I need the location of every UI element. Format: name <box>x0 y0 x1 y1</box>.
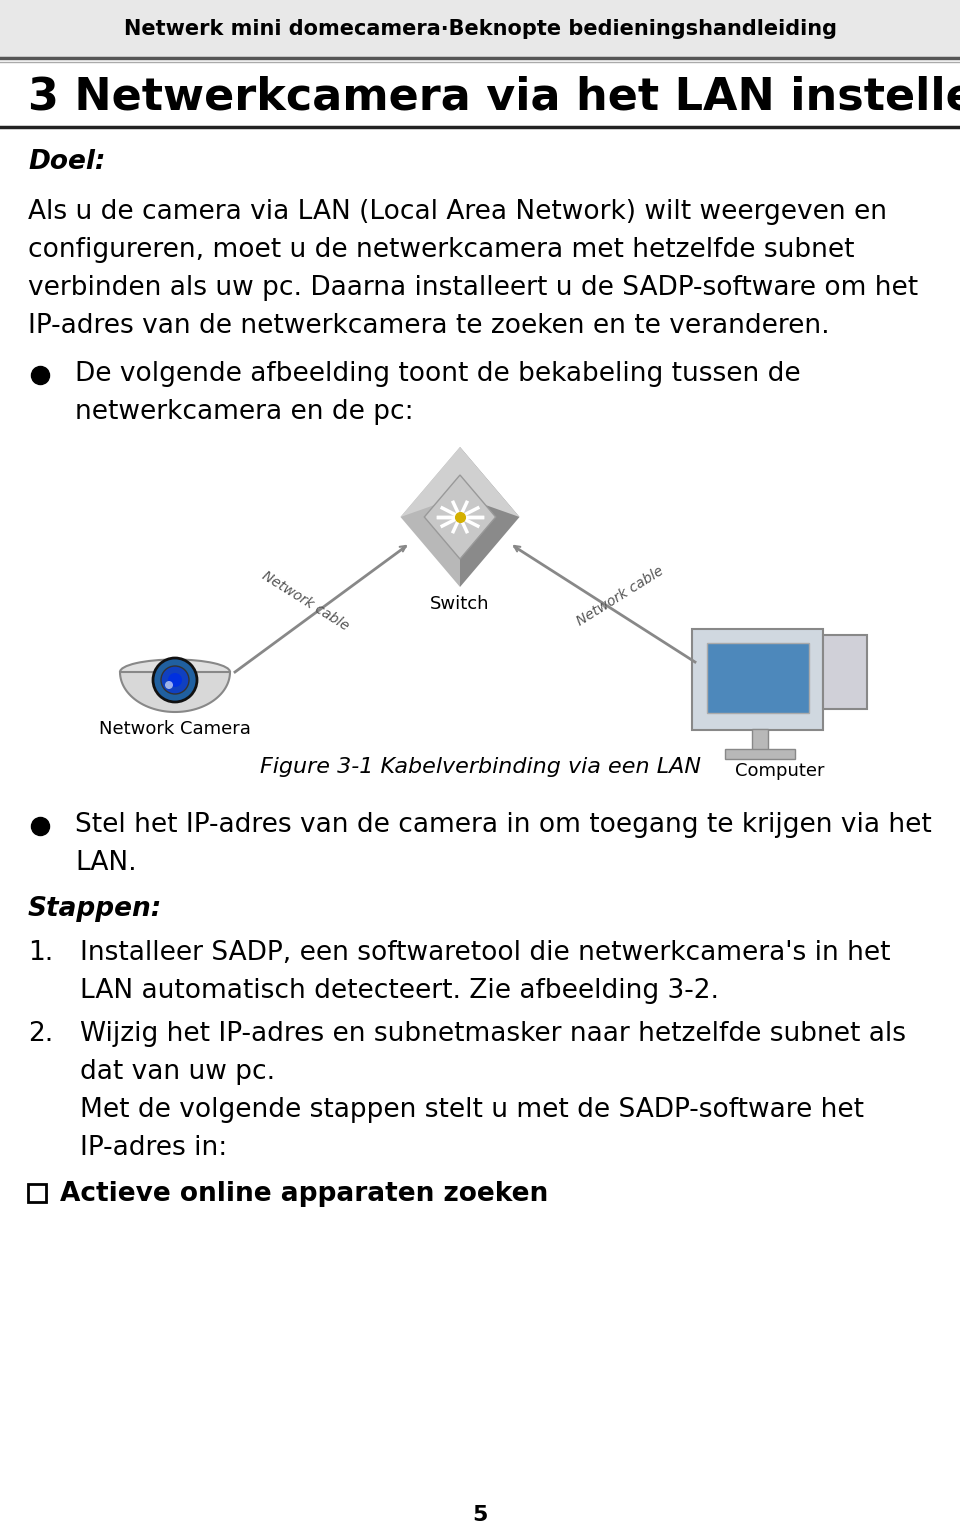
Text: IP-adres in:: IP-adres in: <box>80 1135 228 1161</box>
Circle shape <box>161 667 189 694</box>
Text: verbinden als uw pc. Daarna installeert u de SADP-software om het: verbinden als uw pc. Daarna installeert … <box>28 275 918 301</box>
Polygon shape <box>400 447 460 587</box>
Text: Doel:: Doel: <box>28 149 106 175</box>
Polygon shape <box>460 447 519 587</box>
Text: Actieve online apparaten zoeken: Actieve online apparaten zoeken <box>60 1181 548 1207</box>
Text: LAN automatisch detecteert. Zie afbeelding 3-2.: LAN automatisch detecteert. Zie afbeeldi… <box>80 978 719 1005</box>
Text: Met de volgende stappen stelt u met de SADP-software het: Met de volgende stappen stelt u met de S… <box>80 1097 864 1123</box>
Text: LAN.: LAN. <box>75 849 136 876</box>
FancyBboxPatch shape <box>0 0 960 58</box>
Polygon shape <box>120 673 230 713</box>
Text: Network cable: Network cable <box>574 564 666 628</box>
Text: Computer: Computer <box>735 762 825 780</box>
Ellipse shape <box>120 659 230 685</box>
Bar <box>752 730 768 751</box>
Text: Switch: Switch <box>430 594 490 613</box>
Text: netwerkcamera en de pc:: netwerkcamera en de pc: <box>75 399 414 425</box>
Text: Wijzig het IP-adres en subnetmasker naar hetzelfde subnet als: Wijzig het IP-adres en subnetmasker naar… <box>80 1021 906 1048</box>
Polygon shape <box>424 475 495 559</box>
FancyBboxPatch shape <box>823 634 867 710</box>
Text: Network Camera: Network Camera <box>99 720 251 737</box>
Circle shape <box>153 657 197 702</box>
Text: Stel het IP-adres van de camera in om toegang te krijgen via het: Stel het IP-adres van de camera in om to… <box>75 813 932 839</box>
Text: Stappen:: Stappen: <box>28 895 162 922</box>
Text: 2.: 2. <box>28 1021 53 1048</box>
Bar <box>725 750 795 759</box>
FancyBboxPatch shape <box>692 630 823 730</box>
Text: Als u de camera via LAN (Local Area Network) wilt weergeven en: Als u de camera via LAN (Local Area Netw… <box>28 200 887 224</box>
FancyBboxPatch shape <box>707 644 809 713</box>
Circle shape <box>168 673 182 687</box>
Text: Netwerk mini domecamera·Beknopte bedieningshandleiding: Netwerk mini domecamera·Beknopte bedieni… <box>124 18 836 38</box>
Text: Network cable: Network cable <box>259 570 351 634</box>
Text: Figure 3-1 Kabelverbinding via een LAN: Figure 3-1 Kabelverbinding via een LAN <box>259 757 701 777</box>
Text: Installeer SADP, een softwaretool die netwerkcamera's in het: Installeer SADP, een softwaretool die ne… <box>80 940 891 966</box>
Text: De volgende afbeelding toont de bekabeling tussen de: De volgende afbeelding toont de bekabeli… <box>75 361 801 387</box>
Text: dat van uw pc.: dat van uw pc. <box>80 1058 276 1084</box>
Text: configureren, moet u de netwerkcamera met hetzelfde subnet: configureren, moet u de netwerkcamera me… <box>28 237 854 263</box>
Text: 1.: 1. <box>28 940 53 966</box>
Text: IP-adres van de netwerkcamera te zoeken en te veranderen.: IP-adres van de netwerkcamera te zoeken … <box>28 313 829 339</box>
Circle shape <box>165 680 173 690</box>
Bar <box>28 1184 46 1203</box>
Text: 3 Netwerkcamera via het LAN instellen: 3 Netwerkcamera via het LAN instellen <box>28 75 960 118</box>
Text: 5: 5 <box>472 1505 488 1525</box>
Polygon shape <box>400 447 519 518</box>
